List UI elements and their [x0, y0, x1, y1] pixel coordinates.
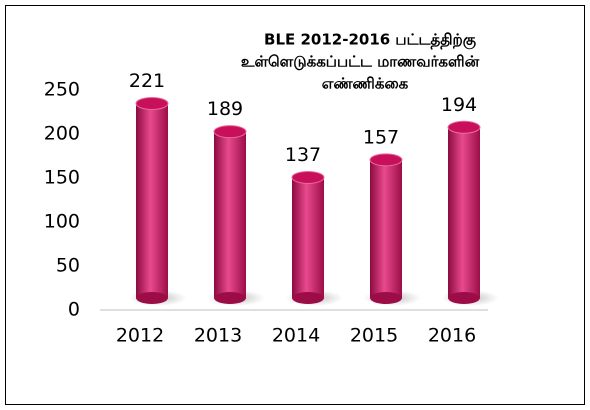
bar-top — [447, 120, 481, 134]
chart-title: BLE 2012-2016 பட்டத்திற்கு — [264, 31, 476, 50]
chart-title: எண்ணிக்கை — [322, 75, 409, 93]
bar — [136, 103, 168, 299]
bar — [292, 177, 324, 298]
y-tick-label: 50 — [56, 255, 80, 277]
x-tick-label: 2013 — [194, 325, 242, 347]
bar-top — [369, 153, 403, 167]
y-tick-label: 200 — [44, 123, 80, 145]
data-label: 194 — [441, 94, 477, 116]
y-tick-label: 150 — [44, 167, 80, 189]
x-tick-label: 2012 — [116, 325, 164, 347]
bar-top — [135, 97, 169, 111]
bar-top — [213, 125, 247, 139]
data-label: 221 — [129, 70, 165, 92]
bar — [370, 159, 402, 298]
bar-top — [291, 170, 325, 184]
bar-bottom — [370, 292, 402, 304]
y-tick-label: 100 — [44, 211, 80, 233]
x-tick-label: 2014 — [272, 325, 320, 347]
y-tick-label: 250 — [44, 79, 80, 101]
x-tick-label: 2016 — [428, 325, 476, 347]
bar — [448, 127, 480, 298]
chart-title: உள்ளெடுக்கப்பட்ட மாணவர்களின் — [241, 53, 480, 71]
data-label: 137 — [285, 144, 321, 166]
bar-bottom — [214, 292, 246, 304]
bar — [214, 131, 246, 298]
bar-bottom — [136, 292, 168, 304]
data-label: 157 — [363, 126, 399, 148]
bar-bottom — [292, 292, 324, 304]
data-label: 189 — [207, 98, 243, 120]
x-tick-label: 2015 — [350, 325, 398, 347]
bar-bottom — [448, 292, 480, 304]
y-tick-label: 0 — [68, 299, 80, 321]
frame — [5, 5, 585, 405]
